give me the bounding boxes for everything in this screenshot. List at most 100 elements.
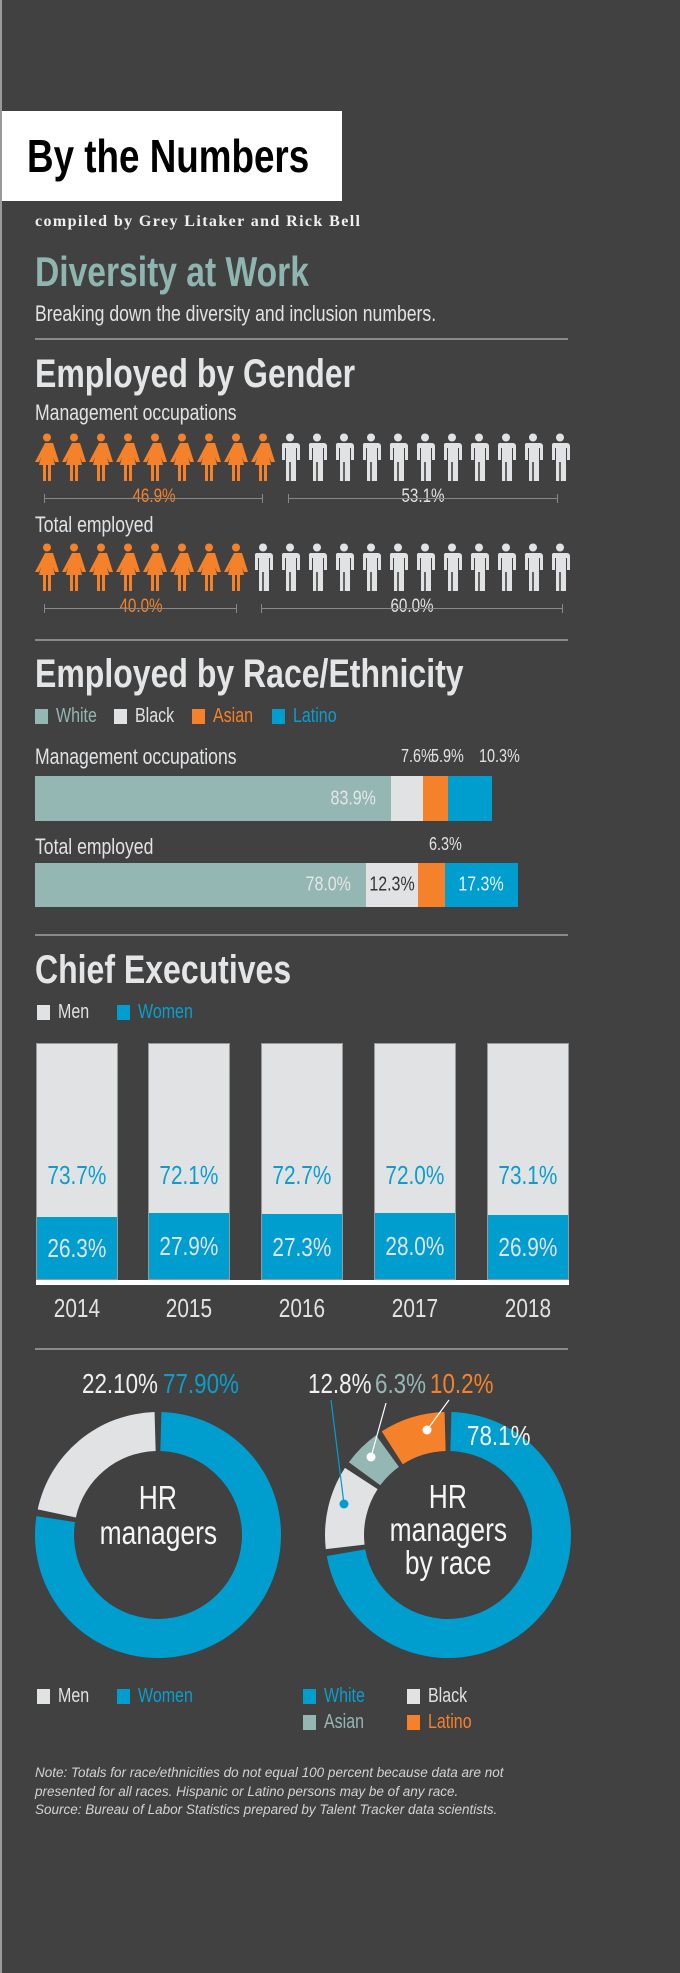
man-icon (335, 543, 354, 591)
man-icon (308, 543, 327, 591)
race-bar-management: 83.9% (35, 776, 492, 821)
women-bracket: 40.0% (44, 596, 237, 618)
legend-item-white: White (35, 705, 103, 728)
donut-label-white: 78.1% (467, 1420, 531, 1451)
legend-item-men: Men (37, 1001, 93, 1024)
legend-swatch (303, 1715, 316, 1730)
woman-icon (35, 433, 59, 481)
ceo-women-segment (488, 1215, 568, 1279)
legend-swatch (37, 1689, 50, 1704)
donut-label-men: 22.10% (82, 1368, 158, 1399)
man-icon (443, 543, 462, 591)
race-segment-label: 17.3% (458, 873, 504, 896)
men-pct: 60.0% (388, 596, 436, 618)
center-label: managers (389, 1511, 507, 1548)
donut-slice-women (34, 1412, 282, 1658)
woman-icon (170, 433, 194, 481)
footnote: Note: Totals for race/ethnicities do not… (35, 1764, 555, 1820)
race-segment-asian (422, 776, 448, 821)
ceo-women-segment (37, 1216, 117, 1279)
donut-center-right: HR managers by race (348, 1480, 548, 1579)
man-icon (524, 543, 543, 591)
man-icon (416, 543, 435, 591)
legend-item-latino: Latino (407, 1711, 479, 1734)
ceo-year-label: 2018 (504, 1293, 552, 1323)
race-row-label: Total employed (35, 834, 154, 859)
women-pct: 46.9% (129, 486, 178, 508)
woman-icon (116, 543, 140, 591)
woman-icon (89, 433, 113, 481)
donut-label-latino: 10.2% (430, 1368, 494, 1399)
legend-swatch (35, 709, 48, 724)
man-icon (389, 543, 408, 591)
woman-icon (170, 543, 194, 591)
man-icon (308, 433, 327, 481)
legend-label: Latino (428, 1711, 472, 1733)
man-icon (443, 433, 462, 481)
woman-icon (62, 543, 86, 591)
ceo-bar-2015: 72.1% 27.9% (148, 1043, 230, 1280)
title-box: By the Numbers (2, 111, 342, 201)
ceo-women-segment (262, 1214, 342, 1279)
legend-label: Latino (293, 705, 337, 727)
divider (35, 1348, 568, 1350)
leader-dot (422, 1425, 432, 1435)
women-pct: 40.0% (116, 596, 165, 618)
ceo-women-segment (375, 1212, 455, 1279)
ceo-women-segment (149, 1212, 229, 1279)
headline: Diversity at Work (35, 248, 309, 295)
legend-swatch (117, 1689, 130, 1704)
ceo-men-label: 72.0% (385, 1160, 445, 1190)
woman-icon (197, 433, 221, 481)
man-icon (470, 433, 489, 481)
donut-slice-white (326, 1412, 571, 1658)
center-label: HR (138, 1479, 178, 1516)
legend-label: Women (138, 1001, 193, 1023)
ceo-women-label: 28.0% (385, 1230, 445, 1261)
race-segment-label: 6.3% (429, 834, 463, 854)
legend-item-men: Men (37, 1685, 93, 1708)
ceo-women-label: 26.9% (498, 1232, 558, 1263)
race-segment-latino: 17.3% (444, 863, 518, 907)
center-label: HR (428, 1478, 468, 1515)
legend-swatch (407, 1715, 420, 1730)
legend-label: White (56, 705, 97, 727)
ceo-women-label: 27.9% (159, 1230, 219, 1261)
man-icon (524, 433, 543, 481)
woman-icon (143, 543, 167, 591)
legend-swatch (37, 1005, 50, 1020)
leader-dot (339, 1499, 349, 1509)
legend-item-white: White (303, 1685, 371, 1708)
race-segment-label: 10.3% (478, 746, 520, 766)
legend-item-black: Black (407, 1685, 473, 1708)
race-segment-label: 5.9% (431, 746, 465, 766)
women-bracket: 46.9% (44, 486, 263, 508)
race-segment-label: 12.3% (369, 873, 415, 896)
ceo-men-label: 72.1% (159, 1160, 219, 1190)
gender-title: Employed by Gender (35, 352, 356, 396)
ceo-bar-2016: 72.7% 27.3% (261, 1043, 343, 1280)
woman-icon (62, 433, 86, 481)
page-title: By the Numbers (27, 130, 310, 182)
center-label: managers (99, 1514, 217, 1551)
legend-item-women: Women (117, 1001, 203, 1024)
ceo-men-label: 73.1% (498, 1160, 558, 1190)
man-icon (470, 543, 489, 591)
ceo-bar-2014: 73.7% 26.3% (36, 1043, 118, 1280)
race-segment-asian (417, 863, 445, 907)
man-icon (389, 433, 408, 481)
legend-swatch (303, 1689, 316, 1704)
ceo-women-label: 27.3% (272, 1231, 332, 1262)
man-icon (497, 543, 516, 591)
legend-item-asian: Asian (303, 1711, 370, 1734)
race-bar-total: 78.0% 12.3% 17.3% (35, 863, 518, 907)
legend-label: Black (135, 705, 175, 727)
race-segment-white: 78.0% (35, 863, 366, 907)
woman-icon (35, 543, 59, 591)
leader-line (426, 1399, 450, 1431)
legend-item-latino: Latino (272, 705, 344, 728)
center-label: by race (404, 1544, 492, 1581)
legend-swatch (117, 1005, 130, 1020)
woman-icon (224, 433, 248, 481)
man-icon (254, 543, 273, 591)
